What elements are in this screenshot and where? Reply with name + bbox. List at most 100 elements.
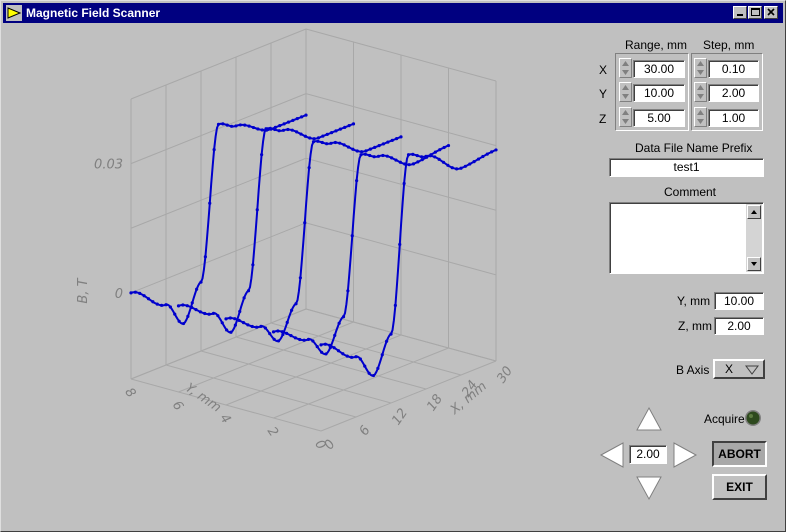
data-point — [260, 153, 264, 157]
data-point — [212, 148, 216, 152]
data-point — [395, 136, 399, 141]
data-point — [373, 145, 377, 149]
data-point — [358, 357, 362, 361]
data-point — [308, 136, 312, 140]
range-x-stepper[interactable] — [619, 58, 632, 78]
data-point — [371, 373, 376, 378]
step-x-stepper[interactable] — [694, 58, 707, 78]
data-point — [338, 141, 342, 145]
scroll-down-button[interactable] — [747, 257, 761, 271]
data-point — [433, 150, 437, 154]
b-axis-select[interactable]: X — [713, 359, 765, 379]
z-axis-label: Z — [599, 112, 607, 126]
range-y-stepper[interactable] — [619, 82, 632, 102]
x-axis-label: X — [599, 63, 608, 77]
x-tick-label: 30 — [494, 364, 516, 386]
file-prefix-label: Data File Name Prefix — [635, 141, 753, 155]
data-point — [295, 117, 299, 121]
step-y-field[interactable]: 2.00 — [708, 84, 759, 102]
move-down-button[interactable] — [635, 475, 663, 501]
data-point — [481, 154, 485, 159]
data-point — [320, 350, 324, 354]
file-prefix-input[interactable]: test1 — [609, 158, 764, 177]
data-point — [355, 179, 359, 183]
range-z-field[interactable]: 5.00 — [633, 109, 685, 127]
step-z-stepper[interactable] — [694, 107, 707, 127]
data-point — [402, 181, 406, 186]
data-point — [290, 308, 294, 312]
move-up-button[interactable] — [635, 406, 663, 432]
data-point — [255, 208, 259, 212]
data-point — [133, 290, 137, 294]
side-wall-gridline — [305, 157, 497, 211]
y-position-field: 10.00 — [714, 292, 764, 310]
comment-textarea[interactable] — [609, 202, 764, 274]
data-point — [255, 325, 259, 329]
comment-scrollbar[interactable] — [746, 204, 762, 272]
data-point — [323, 342, 327, 346]
title-bar[interactable]: Magnetic Field Scanner — [3, 3, 783, 23]
z-position-label: Z, mm — [678, 319, 712, 333]
data-point — [472, 160, 476, 164]
step-x-field[interactable]: 0.10 — [708, 60, 759, 78]
stepper-arrows-icon — [622, 85, 629, 99]
data-point — [259, 324, 263, 328]
data-point — [294, 302, 298, 306]
data-point — [299, 132, 303, 136]
data-point — [446, 143, 451, 148]
range-x-field[interactable]: 30.00 — [633, 60, 685, 78]
data-point — [385, 154, 389, 158]
graph-curves — [129, 113, 498, 378]
range-y-field[interactable]: 10.00 — [633, 84, 685, 102]
data-point — [142, 294, 146, 298]
close-button[interactable] — [764, 6, 778, 19]
data-point — [246, 323, 250, 327]
floor-gridline — [273, 347, 449, 419]
b-axis-label: B Axis — [676, 363, 710, 377]
data-point — [438, 148, 442, 152]
back-wall-gridline — [130, 222, 307, 294]
data-point — [442, 145, 446, 150]
move-left-button[interactable] — [599, 441, 625, 469]
data-point — [334, 129, 338, 133]
z-position-field: 2.00 — [714, 317, 764, 335]
data-point — [285, 320, 289, 324]
y-tick-label: 0 — [311, 437, 328, 452]
step-z-field[interactable]: 1.00 — [708, 109, 759, 127]
data-point — [176, 304, 181, 308]
x-tick-label: 6 — [357, 423, 374, 438]
abort-button[interactable]: ABORT — [712, 441, 767, 467]
step-size-field[interactable]: 2.00 — [629, 445, 667, 464]
move-right-button[interactable] — [672, 441, 698, 469]
data-point — [398, 242, 402, 247]
data-point — [390, 156, 394, 160]
data-point — [364, 149, 368, 153]
data-point — [329, 141, 333, 145]
back-wall-gridline — [130, 308, 307, 380]
field-curve-y0 — [320, 148, 497, 377]
data-point — [238, 123, 242, 127]
range-z-stepper[interactable] — [619, 107, 632, 127]
back-wall-gridline — [130, 28, 307, 100]
data-point — [407, 163, 411, 167]
data-point — [441, 160, 446, 164]
minimize-button[interactable] — [733, 6, 747, 19]
data-point — [190, 301, 194, 305]
data-point — [355, 149, 359, 153]
maximize-button[interactable] — [748, 6, 762, 19]
data-point — [207, 312, 211, 316]
minimize-icon — [737, 14, 743, 16]
data-point — [293, 336, 297, 340]
data-point — [332, 346, 336, 350]
data-point — [271, 330, 276, 334]
data-point — [285, 331, 289, 336]
step-y-stepper[interactable] — [694, 82, 707, 102]
data-point — [247, 124, 251, 128]
exit-button[interactable]: EXIT — [712, 474, 767, 500]
scroll-up-button[interactable] — [747, 205, 761, 219]
step-group — [691, 53, 763, 131]
data-point — [268, 332, 272, 336]
data-point — [315, 345, 319, 349]
data-point — [345, 354, 349, 358]
